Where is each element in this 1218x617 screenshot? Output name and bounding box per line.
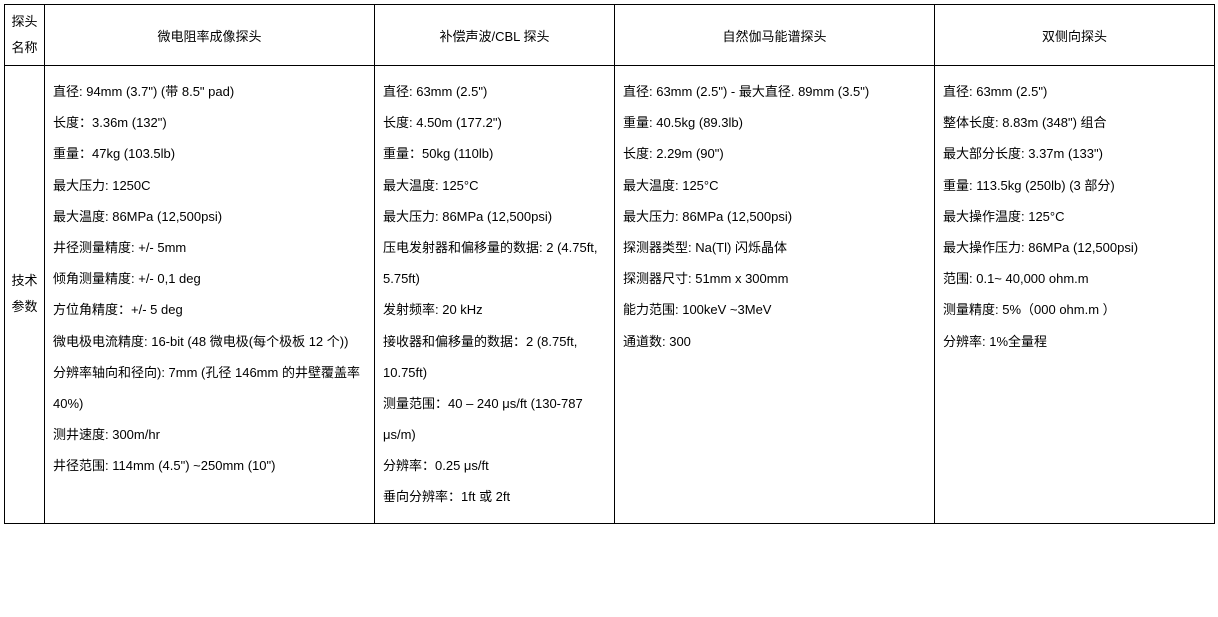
spec-line: 直径: 94mm (3.7") (带 8.5" pad) xyxy=(53,76,366,107)
spec-line: 探测器尺寸: 51mm x 300mm xyxy=(623,263,926,294)
spec-line: 最大部分长度: 3.37m (133") xyxy=(943,138,1206,169)
spec-line: 倾角测量精度: +/- 0,1 deg xyxy=(53,263,366,294)
spec-line: 直径: 63mm (2.5") xyxy=(383,76,606,107)
header-col3: 自然伽马能谱探头 xyxy=(615,5,935,66)
spec-line: 探测器类型: Na(Tl) 闪烁晶体 xyxy=(623,232,926,263)
header-row: 探头名称 微电阻率成像探头 补偿声波/CBL 探头 自然伽马能谱探头 双侧向探头 xyxy=(5,5,1215,66)
spec-line: 长度: 2.29m (90") xyxy=(623,138,926,169)
spec-row: 技术参数 直径: 94mm (3.7") (带 8.5" pad)长度：3.36… xyxy=(5,66,1215,524)
spec-line: 重量: 113.5kg (250lb) (3 部分) xyxy=(943,170,1206,201)
spec-line: 测量精度: 5%（000 ohm.m ） xyxy=(943,294,1206,325)
spec-cell-col3: 直径: 63mm (2.5") - 最大直径. 89mm (3.5")重量: 4… xyxy=(615,66,935,524)
spec-line: 压电发射器和偏移量的数据: 2 (4.75ft, 5.75ft) xyxy=(383,232,606,294)
spec-line: 方位角精度：+/- 5 deg xyxy=(53,294,366,325)
spec-line: 最大压力: 1250C xyxy=(53,170,366,201)
spec-cell-col2: 直径: 63mm (2.5")长度: 4.50m (177.2")重量：50kg… xyxy=(375,66,615,524)
spec-line: 最大温度: 125°C xyxy=(623,170,926,201)
spec-line: 最大温度: 125°C xyxy=(383,170,606,201)
spec-line: 直径: 63mm (2.5") xyxy=(943,76,1206,107)
spec-cell-col1: 直径: 94mm (3.7") (带 8.5" pad)长度：3.36m (13… xyxy=(45,66,375,524)
row-label-specs: 技术参数 xyxy=(5,66,45,524)
spec-line: 长度: 4.50m (177.2") xyxy=(383,107,606,138)
spec-line: 长度：3.36m (132") xyxy=(53,107,366,138)
spec-line: 能力范围: 100keV ~3MeV xyxy=(623,294,926,325)
spec-line: 最大操作压力: 86MPa (12,500psi) xyxy=(943,232,1206,263)
header-col4: 双侧向探头 xyxy=(935,5,1215,66)
spec-line: 重量：50kg (110lb) xyxy=(383,138,606,169)
spec-line: 整体长度: 8.83m (348") 组合 xyxy=(943,107,1206,138)
spec-line: 井径范围: 114mm (4.5") ~250mm (10") xyxy=(53,450,366,481)
spec-line: 最大温度: 86MPa (12,500psi) xyxy=(53,201,366,232)
spec-line: 范围: 0.1~ 40,000 ohm.m xyxy=(943,263,1206,294)
probe-specs-table: 探头名称 微电阻率成像探头 补偿声波/CBL 探头 自然伽马能谱探头 双侧向探头… xyxy=(4,4,1215,524)
spec-line: 重量: 40.5kg (89.3lb) xyxy=(623,107,926,138)
spec-line: 发射频率: 20 kHz xyxy=(383,294,606,325)
spec-line: 重量：47kg (103.5lb) xyxy=(53,138,366,169)
spec-line: 最大操作温度: 125°C xyxy=(943,201,1206,232)
spec-line: 微电极电流精度: 16-bit (48 微电极(每个极板 12 个)) xyxy=(53,326,366,357)
header-col1: 微电阻率成像探头 xyxy=(45,5,375,66)
spec-line: 井径测量精度: +/- 5mm xyxy=(53,232,366,263)
row-label-name: 探头名称 xyxy=(5,5,45,66)
spec-line: 通道数: 300 xyxy=(623,326,926,357)
spec-line: 测量范围：40 – 240 μs/ft (130-787 μs/m) xyxy=(383,388,606,450)
spec-line: 分辨率: 1%全量程 xyxy=(943,326,1206,357)
spec-line: 接收器和偏移量的数据：2 (8.75ft, 10.75ft) xyxy=(383,326,606,388)
spec-line: 测井速度: 300m/hr xyxy=(53,419,366,450)
spec-line: 分辨率：0.25 μs/ft xyxy=(383,450,606,481)
spec-cell-col4: 直径: 63mm (2.5")整体长度: 8.83m (348") 组合最大部分… xyxy=(935,66,1215,524)
spec-line: 最大压力: 86MPa (12,500psi) xyxy=(383,201,606,232)
spec-line: 垂向分辨率：1ft 或 2ft xyxy=(383,481,606,512)
spec-line: 最大压力: 86MPa (12,500psi) xyxy=(623,201,926,232)
spec-line: 分辨率轴向和径向): 7mm (孔径 146mm 的井壁覆盖率 40%) xyxy=(53,357,366,419)
spec-line: 直径: 63mm (2.5") - 最大直径. 89mm (3.5") xyxy=(623,76,926,107)
header-col2: 补偿声波/CBL 探头 xyxy=(375,5,615,66)
